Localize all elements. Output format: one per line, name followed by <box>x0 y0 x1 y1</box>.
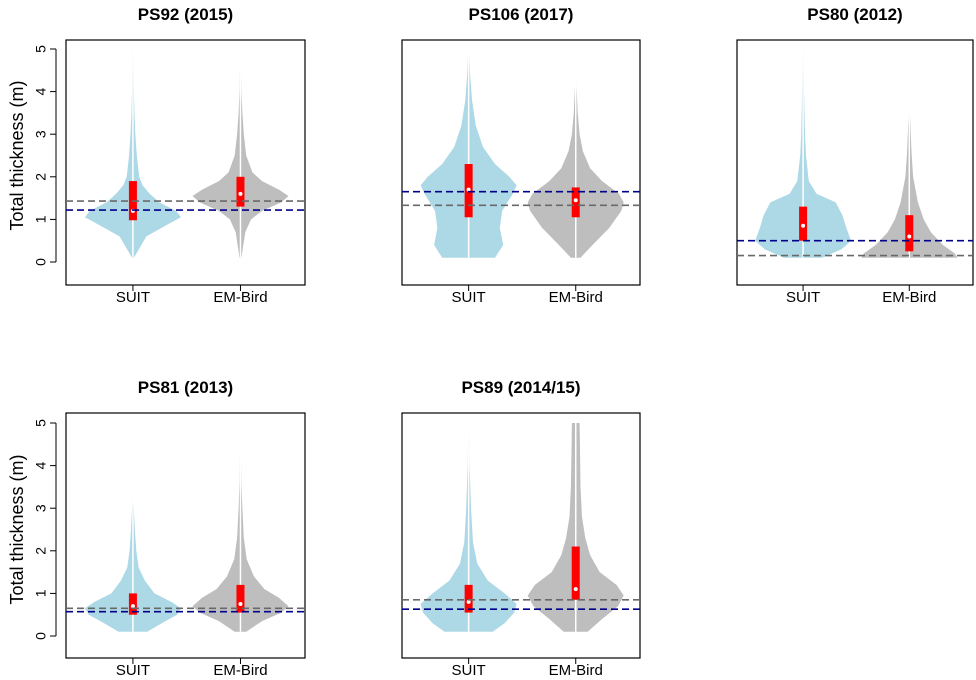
panel-title: PS81 (2013) <box>138 378 233 397</box>
panel-title: PS89 (2014/15) <box>461 378 580 397</box>
panel-0: PS92 (2015) 0 1 2 3 4 5 Total thickness (m) SUIT… <box>7 5 306 306</box>
panel-2: PS80 (2012) SUIT EM-Bird <box>736 5 974 306</box>
y-tick-label: 2 <box>33 173 49 181</box>
median-point <box>238 602 243 607</box>
median-point <box>573 198 578 203</box>
iqr-box <box>464 584 473 613</box>
y-axis-label: Total thickness (m) <box>7 454 27 604</box>
panel-title: PS106 (2017) <box>469 5 574 24</box>
y-tick-label: 4 <box>33 87 49 95</box>
panel-frame <box>65 412 306 659</box>
y-tick-label: 2 <box>33 547 49 555</box>
x-category-label: EM-Bird <box>549 289 603 306</box>
y-tick-label: 4 <box>33 461 49 469</box>
y-tick-label: 3 <box>33 504 49 512</box>
panel-title: PS80 (2012) <box>807 5 902 24</box>
iqr-box <box>236 176 245 207</box>
panel-frame <box>401 39 641 286</box>
panel-1: PS106 (2017) SUIT EM-Bird <box>401 5 641 306</box>
x-category-label: EM-Bird <box>213 662 267 679</box>
x-category-label: SUIT <box>452 289 486 306</box>
y-tick-label: 5 <box>33 419 49 427</box>
y-tick-label: 3 <box>33 130 49 138</box>
median-point <box>573 587 578 592</box>
iqr-box <box>571 546 580 600</box>
y-tick-label: 1 <box>33 589 49 597</box>
median-point <box>801 223 806 228</box>
iqr-box <box>128 593 137 615</box>
x-category-label: EM-Bird <box>882 289 936 306</box>
y-tick-label: 0 <box>33 258 49 266</box>
y-axis-label: Total thickness (m) <box>7 80 27 230</box>
x-category-label: SUIT <box>116 662 150 679</box>
median-point <box>907 234 912 239</box>
median-point <box>130 604 135 609</box>
panel-title: PS92 (2015) <box>138 5 233 24</box>
panel-frame <box>736 39 974 286</box>
y-tick-label: 1 <box>33 215 49 223</box>
panel-frame <box>401 412 641 659</box>
x-category-label: SUIT <box>116 289 150 306</box>
median-point <box>466 187 471 192</box>
iqr-box <box>799 206 808 241</box>
x-category-label: EM-Bird <box>213 289 267 306</box>
panel-frame <box>65 39 306 286</box>
x-category-label: SUIT <box>786 289 820 306</box>
panel-4: PS89 (2014/15) SUIT EM-Bird <box>401 378 641 679</box>
iqr-box <box>571 187 580 218</box>
iqr-box <box>905 215 914 252</box>
x-category-label: EM-Bird <box>549 662 603 679</box>
y-tick-label: 5 <box>33 45 49 53</box>
iqr-box <box>236 584 245 613</box>
panel-3: PS81 (2013) 0 1 2 3 4 5 Total thickness (m) SUIT… <box>7 378 306 679</box>
median-point <box>466 599 471 604</box>
median-point <box>238 191 243 196</box>
x-category-label: SUIT <box>452 662 486 679</box>
y-tick-label: 0 <box>33 632 49 640</box>
